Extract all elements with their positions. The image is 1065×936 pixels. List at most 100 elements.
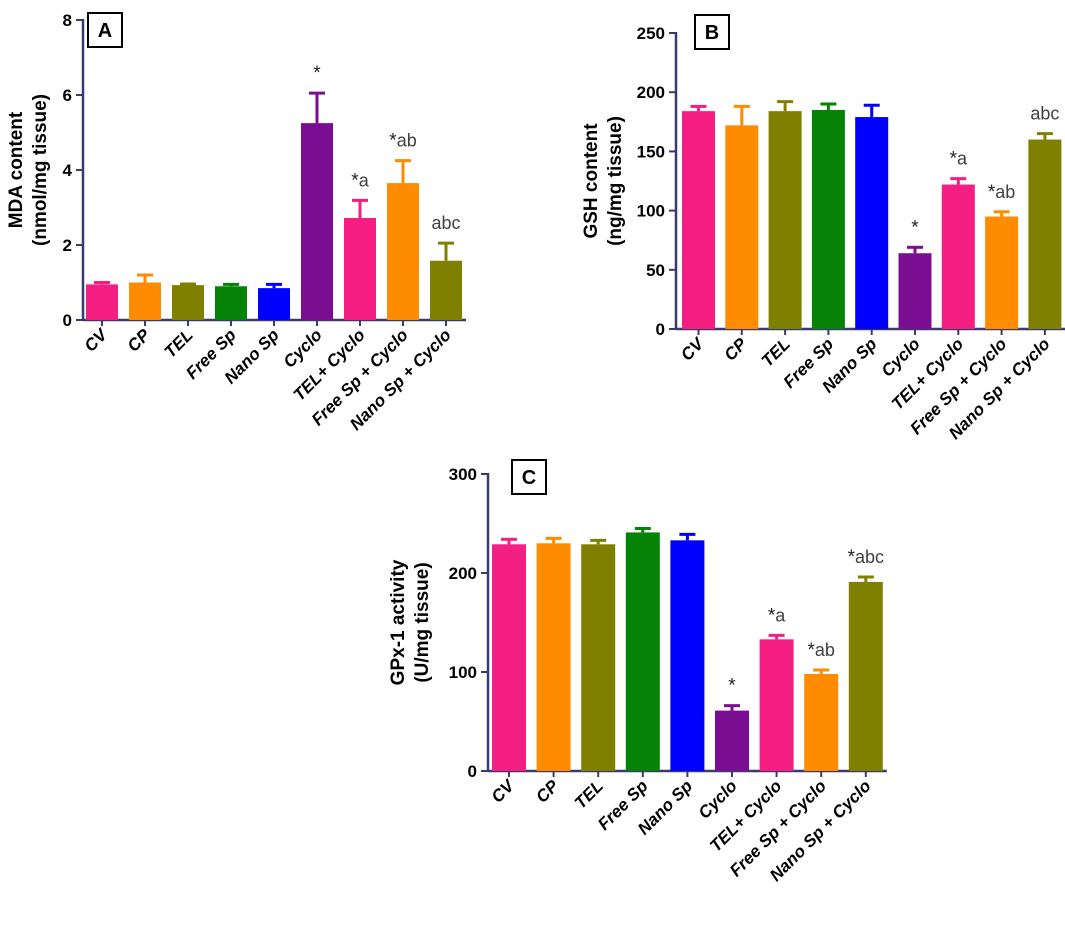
bar: [941, 184, 975, 329]
significance-star: *: [728, 676, 736, 697]
y-tick-label: 300: [449, 465, 477, 484]
significance-annotation: *: [728, 676, 736, 697]
significance-annotation: *: [911, 217, 919, 238]
y-tick-label: 50: [646, 261, 665, 280]
y-tick-label: 100: [637, 202, 665, 221]
y-axis-label: MDA content (nmol/mg tissue): [6, 94, 51, 246]
bar: [725, 125, 759, 330]
bar: [715, 710, 749, 771]
y-axis-label-line1: MDA content: [6, 111, 27, 228]
x-category-label: CV: [488, 775, 519, 806]
bar: [1028, 139, 1062, 329]
bar: [670, 540, 705, 771]
y-tick-label: 100: [449, 663, 477, 682]
significance-letters: abc: [1030, 104, 1059, 124]
bar: [811, 109, 845, 330]
bar: [759, 639, 794, 771]
bar: [387, 183, 419, 320]
bar: [129, 282, 161, 320]
x-category-label: CP: [124, 325, 155, 356]
significance-star: *: [389, 131, 397, 152]
bar: [768, 111, 802, 329]
bar: [215, 286, 247, 320]
y-tick-label: 4: [63, 161, 73, 180]
y-tick-label: 0: [656, 320, 665, 339]
significance-annotation: *a: [351, 170, 369, 191]
significance-annotation: *abc: [848, 547, 884, 568]
y-axis-label: GPx-1 activity (U/mg tissue): [388, 559, 433, 685]
x-category-label: CP: [720, 334, 751, 365]
significance-star: *: [911, 217, 919, 238]
panel-label: C: [511, 459, 547, 495]
panel-label-box: [694, 14, 730, 50]
significance-star: *: [848, 547, 856, 568]
panel-label-text: B: [705, 22, 719, 44]
bar: [855, 117, 889, 330]
panel-label: B: [694, 14, 730, 50]
significance-letters: ab: [995, 182, 1015, 202]
y-axis-label: GSH content (ng/mg tissue): [581, 116, 626, 246]
panel-label-box: [87, 12, 123, 48]
y-tick-label: 200: [449, 564, 477, 583]
significance-star: *: [950, 149, 958, 170]
significance-annotation: abc: [1030, 104, 1059, 124]
panel-label-text: C: [522, 467, 536, 489]
significance-star: *: [768, 605, 776, 626]
significance-annotation: *ab: [807, 640, 834, 661]
significance-letters: abc: [431, 213, 460, 233]
bar: [985, 216, 1019, 329]
chart-panel-b: B GSH content (ng/mg tissue) 0 50 100 150 200 25…: [581, 14, 1065, 443]
significance-letters: ab: [815, 640, 835, 660]
y-tick-label: 0: [63, 311, 72, 330]
bar: [344, 218, 376, 320]
x-category-label: TEL: [571, 776, 607, 812]
panel-label-text: A: [98, 20, 112, 42]
bar: [625, 532, 660, 771]
y-axis-label-line2: (nmol/mg tissue): [30, 94, 51, 246]
significance-annotation: abc: [431, 213, 460, 233]
significance-annotation: *a: [950, 149, 968, 170]
bar: [682, 111, 715, 329]
bar: [301, 123, 333, 320]
x-category-label: TEL: [161, 325, 197, 361]
y-tick-label: 150: [637, 142, 665, 161]
bar: [258, 288, 290, 320]
bar: [172, 285, 204, 320]
significance-letters: a: [775, 605, 786, 625]
significance-annotation: *ab: [389, 131, 416, 152]
x-category-label: CV: [81, 324, 112, 355]
x-category-label: CV: [677, 333, 708, 364]
bar: [536, 543, 571, 771]
y-tick-label: 250: [637, 24, 665, 43]
bar: [492, 544, 526, 771]
significance-letters: a: [359, 170, 370, 190]
chart-panel-c: C GPx-1 activity (U/mg tissue) 0 100 200 300 CV…: [388, 459, 887, 885]
significance-star: *: [988, 182, 996, 203]
bar: [898, 253, 932, 329]
significance-star: *: [807, 640, 815, 661]
significance-letters: abc: [855, 547, 884, 567]
y-axis-label-line2: (ng/mg tissue): [605, 116, 626, 246]
y-tick-label: 8: [63, 11, 72, 30]
x-category-label: CP: [532, 776, 563, 807]
bar: [86, 284, 118, 320]
x-category-label: TEL: [758, 334, 794, 370]
significance-annotation: *a: [768, 605, 786, 626]
bar: [581, 544, 616, 771]
y-axis-label-line1: GPx-1 activity: [388, 559, 409, 685]
significance-star: *: [313, 63, 321, 84]
significance-annotation: *ab: [988, 182, 1015, 203]
panel-label-box: [511, 459, 547, 495]
significance-letters: ab: [397, 131, 417, 151]
y-tick-label: 200: [637, 83, 665, 102]
bar: [804, 673, 839, 771]
y-axis-label-line2: (U/mg tissue): [412, 562, 433, 682]
significance-letters: a: [957, 149, 968, 169]
significance-star: *: [351, 170, 359, 191]
y-axis-label-line1: GSH content: [581, 123, 602, 239]
bar: [430, 260, 462, 320]
chart-panel-a: A MDA content (nmol/mg tissue) 0 2 4 6 8 CV CP TEL…: [6, 11, 466, 434]
y-tick-label: 2: [63, 236, 72, 255]
y-tick-label: 6: [63, 86, 72, 105]
